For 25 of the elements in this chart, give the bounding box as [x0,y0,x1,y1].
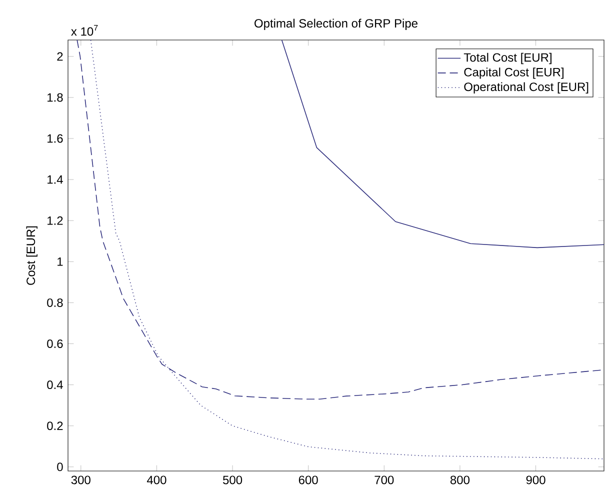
chart-title: Optimal Selection of GRP Pipe [254,18,418,30]
legend-label: Operational Cost [EUR] [464,82,588,94]
y-axis-title: Cost [EUR] [26,226,38,285]
text: x 10$^{7}$ [71,25,98,36]
x-tick-label: 600 [298,476,318,484]
y-tick-label: 0.6 [47,339,63,348]
y-tick-label: 1 [58,258,63,266]
y-tick-label: 0.8 [47,298,63,307]
line-series [281,40,604,248]
y-tick-label: 1.2 [48,216,63,225]
y-tick-label: 1.6 [48,134,63,143]
x-tick-label: 500 [222,476,242,484]
x-tick-label: 900 [526,476,546,484]
x-tick-label: 400 [146,476,166,484]
x-tick-label: 800 [450,476,470,484]
y-tick-label: 0.4 [47,380,63,390]
y-tick-label: 0.2 [47,422,63,430]
y-tick-label: 1.4 [48,175,63,184]
y-tick-label: 1.8 [48,93,63,102]
x-tick-label: 300 [71,476,90,484]
y-tick-label: 2 [57,52,63,61]
y-tick-label: 0 [57,462,63,472]
x-tick-label: 700 [374,476,394,484]
legend-label: Total Cost [EUR] [464,52,552,64]
legend-label: Capital Cost [EUR] [464,68,564,79]
